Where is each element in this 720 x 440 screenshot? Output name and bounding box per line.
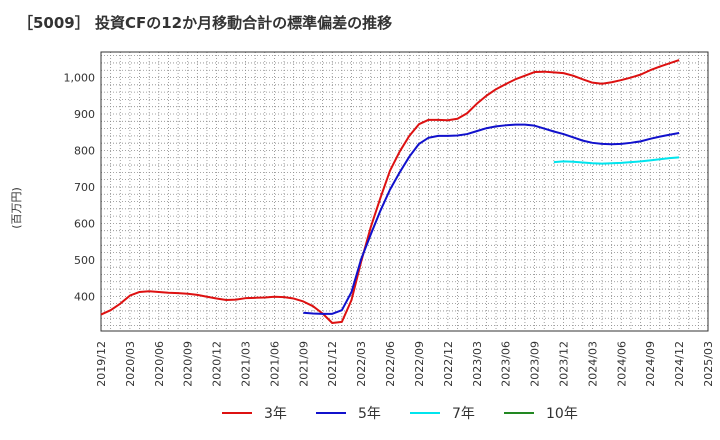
x-tick-label: 2020/03 [124,341,137,387]
x-tick-label: 2022/09 [413,341,426,387]
y-tick-label: 600 [74,217,95,230]
series-line-3年 [100,59,680,324]
plot-frame [100,51,709,332]
x-tick-label: 2021/06 [268,341,281,387]
x-tick-label: 2019/12 [95,341,108,387]
legend-label: 7年 [452,406,475,422]
x-tick-label: 2023/06 [500,341,513,387]
x-tick-label: 2023/09 [529,341,542,387]
x-tick-label: 2024/09 [644,341,657,387]
x-tick-label: 2022/06 [384,341,397,387]
y-tick-label: 1,000 [64,72,96,85]
legend-label: 10年 [546,406,578,422]
plot-area [101,52,708,331]
y-tick-label: 900 [74,108,95,121]
x-tick-label: 2020/06 [153,341,166,387]
x-tick-label: 2020/12 [211,341,224,387]
y-tick-label: 500 [74,254,95,267]
series-line-5年 [303,123,680,315]
x-tick-label: 2024/03 [586,341,599,387]
x-tick-label: 2021/03 [240,341,253,387]
x-tick-label: 2020/09 [182,341,195,387]
x-tick-label: 2025/03 [702,341,715,387]
x-tick-label: 2022/03 [355,341,368,387]
y-tick-label: 700 [74,181,95,194]
x-tick-label: 2023/12 [557,341,570,387]
legend-label: 5年 [358,406,381,422]
x-tick-label: 2021/09 [297,341,310,387]
x-tick-label: 2024/12 [673,341,686,387]
x-tick-label: 2024/06 [615,341,628,387]
legend-label: 3年 [264,406,287,422]
y-tick-label: 800 [74,144,95,157]
chart-title: ［5009］ 投資CFの12か月移動合計の標準偏差の推移 [18,14,393,32]
x-tick-label: 2023/03 [471,341,484,387]
y-tick-label: 400 [74,290,95,303]
x-tick-label: 2022/12 [442,341,455,387]
x-tick-label: 2021/12 [326,341,339,387]
series-line-7年 [553,156,680,165]
